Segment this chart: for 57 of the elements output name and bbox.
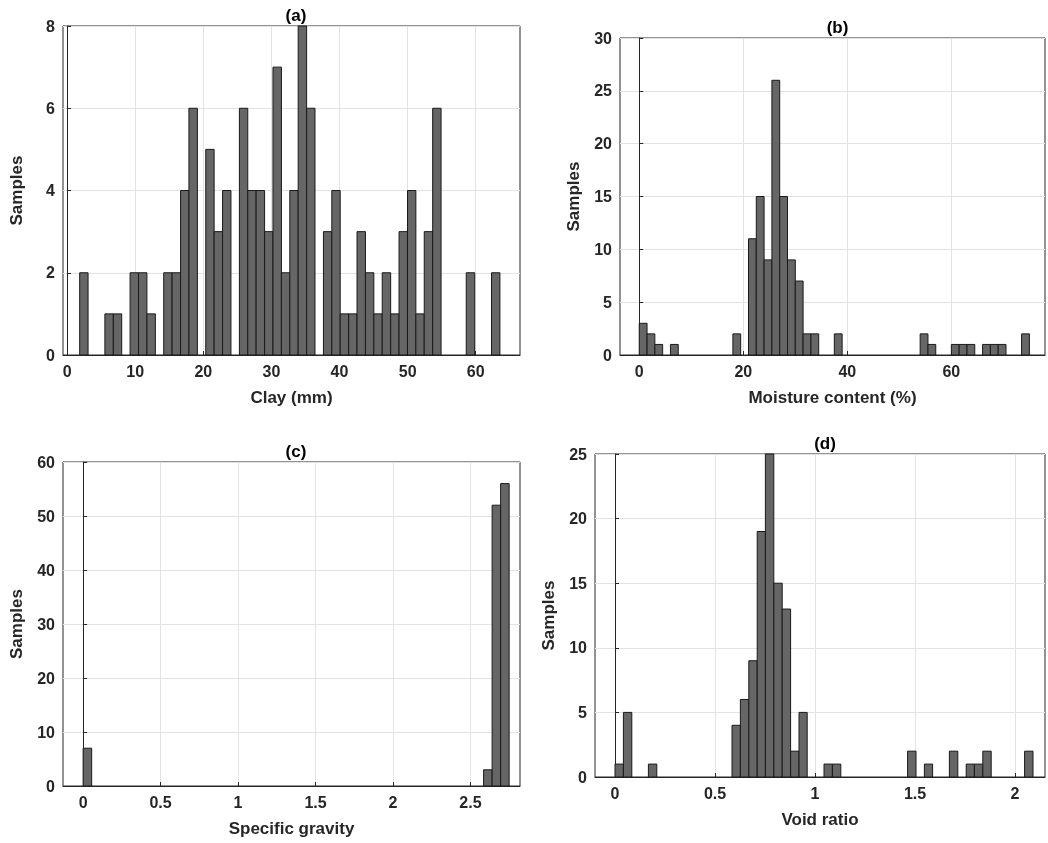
y-tick-label: 6 <box>46 99 56 117</box>
y-tick-label: 60 <box>37 453 56 471</box>
x-tick-label: 0 <box>62 362 72 380</box>
y-axis-title: Samples <box>564 161 583 232</box>
y-tick-label: 30 <box>37 615 56 633</box>
x-tick-label: 0 <box>78 793 88 811</box>
x-tick-label: 0 <box>634 362 644 380</box>
y-tick-label: 50 <box>37 507 56 525</box>
y-tick-label: 10 <box>594 240 613 258</box>
x-tick-label: 40 <box>330 362 349 380</box>
y-axis-title: Samples <box>7 155 26 226</box>
x-axis-title: Specific gravity <box>228 819 355 838</box>
x-tick-label: 30 <box>262 362 281 380</box>
y-tick-label: 25 <box>569 445 588 463</box>
x-tick-label: 2.5 <box>459 793 482 811</box>
y-tick-label: 40 <box>37 561 56 579</box>
x-axis-title: Void ratio <box>781 810 859 829</box>
y-tick-label: 15 <box>569 574 588 592</box>
y-tick-label: 0 <box>603 346 613 364</box>
x-tick-label: 1.5 <box>304 793 327 811</box>
y-axis-title: Samples <box>539 580 558 651</box>
y-tick-label: 0 <box>578 768 588 786</box>
x-tick-label: 50 <box>398 362 417 380</box>
x-tick-label: 0.5 <box>703 784 727 802</box>
chart-title: (b) <box>826 18 849 37</box>
x-tick-label: 60 <box>942 362 961 380</box>
y-tick-label: 25 <box>594 82 613 100</box>
chart-title: (d) <box>814 434 836 453</box>
y-tick-label: 30 <box>594 29 613 47</box>
x-tick-label: 40 <box>838 362 857 380</box>
y-tick-label: 5 <box>603 293 613 311</box>
y-tick-label: 10 <box>37 723 56 741</box>
x-axis-title: Clay (mm) <box>250 388 333 407</box>
x-tick-label: 20 <box>194 362 213 380</box>
x-tick-label: 60 <box>466 362 485 380</box>
x-tick-label: 1.5 <box>903 784 927 802</box>
y-tick-label: 20 <box>569 510 588 528</box>
y-tick-label: 20 <box>37 669 56 687</box>
x-tick-label: 10 <box>126 362 145 380</box>
y-tick-label: 10 <box>569 639 588 657</box>
x-tick-label: 0.5 <box>149 793 172 811</box>
y-tick-label: 8 <box>46 17 56 35</box>
y-tick-label: 2 <box>46 264 56 282</box>
x-tick-label: 20 <box>734 362 753 380</box>
y-tick-label: 5 <box>578 703 588 721</box>
y-tick-label: 20 <box>594 135 613 153</box>
y-tick-label: 4 <box>46 182 56 199</box>
x-tick-label: 1 <box>233 793 243 811</box>
x-tick-label: 1 <box>810 784 820 802</box>
chart-title: (a) <box>285 6 307 25</box>
chart-title: (c) <box>285 442 307 461</box>
x-axis-title: Moisture content (%) <box>748 388 917 407</box>
y-tick-label: 15 <box>594 188 613 205</box>
x-tick-label: 2 <box>1010 784 1020 802</box>
y-tick-label: 0 <box>46 346 56 364</box>
y-axis-title: Samples <box>7 589 26 659</box>
x-tick-label: 2 <box>388 793 398 811</box>
